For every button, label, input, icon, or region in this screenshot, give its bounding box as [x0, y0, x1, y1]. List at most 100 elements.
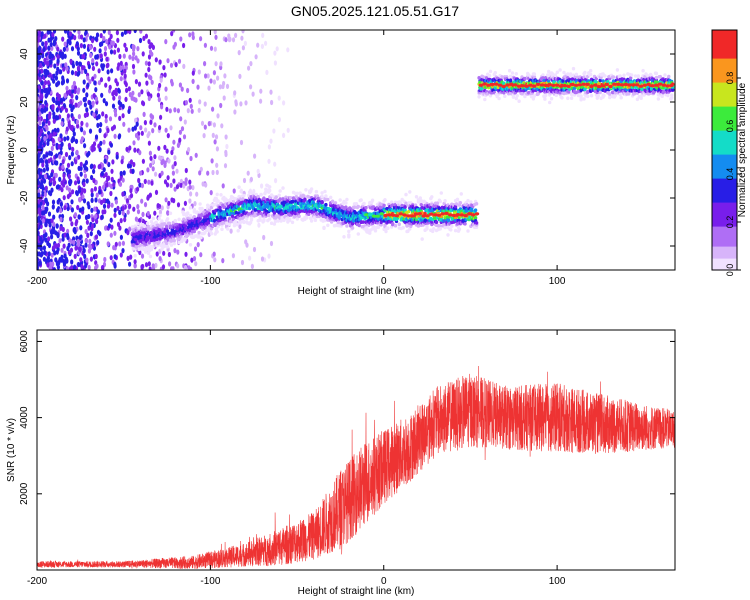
noise-cell [270, 99, 274, 106]
noise-cell [163, 144, 167, 150]
signal-cell [214, 227, 218, 231]
signal-cell [260, 207, 264, 212]
noise-cell [44, 87, 49, 93]
noise-cell [93, 206, 97, 212]
noise-cell [171, 164, 175, 170]
signal-cell [264, 187, 268, 192]
signal-cell [407, 209, 411, 214]
noise-cell [274, 178, 278, 184]
noise-cell [219, 61, 223, 67]
noise-cell [94, 253, 98, 260]
signal-cell [493, 70, 497, 75]
noise-cell [134, 132, 139, 139]
noise-cell [275, 46, 279, 52]
noise-cell [125, 87, 129, 93]
signal-cell [561, 79, 565, 83]
noise-cell [95, 61, 99, 67]
noise-cell [39, 236, 43, 242]
noise-cell [213, 46, 217, 52]
noise-cell [102, 35, 106, 42]
signal-cell [273, 219, 278, 224]
noise-cell [179, 116, 183, 122]
noise-cell [119, 65, 123, 72]
noise-cell [110, 68, 114, 74]
noise-cell [52, 97, 56, 104]
noise-cell [143, 178, 147, 185]
signal-cell [618, 92, 622, 97]
noise-cell [111, 40, 115, 46]
noise-cell [75, 190, 79, 196]
noise-cell [224, 37, 228, 43]
noise-cell [108, 44, 112, 50]
noise-cell [153, 154, 157, 160]
noise-cell [136, 204, 140, 210]
noise-cell [158, 59, 162, 65]
noise-cell [90, 163, 94, 169]
noise-cell [59, 133, 63, 139]
signal-cell [160, 219, 164, 223]
noise-cell [58, 154, 62, 160]
noise-cell [277, 95, 281, 101]
noise-cell [151, 166, 155, 172]
signal-cell [615, 68, 620, 72]
noise-cell [50, 187, 54, 193]
noise-cell [172, 139, 176, 145]
noise-cell [219, 102, 223, 109]
signal-cell [473, 208, 478, 212]
noise-cell [128, 145, 132, 151]
noise-cell [134, 79, 138, 85]
noise-cell [209, 78, 213, 84]
noise-cell [126, 230, 130, 236]
noise-cell [112, 95, 116, 101]
noise-cell [191, 185, 195, 191]
noise-cell [176, 249, 180, 255]
noise-cell [90, 223, 95, 229]
noise-cell [82, 198, 87, 204]
signal-cell [558, 90, 562, 95]
noise-cell [56, 264, 61, 270]
signal-cell [532, 94, 537, 98]
signal-cell [541, 73, 545, 77]
noise-cell [164, 86, 168, 92]
signal-cell [311, 200, 316, 205]
signal-cell [231, 199, 236, 204]
noise-cell [65, 85, 69, 91]
noise-cell [72, 131, 76, 137]
signal-cell [266, 198, 270, 202]
noise-cell [37, 251, 40, 257]
signal-cell [421, 223, 425, 227]
signal-cell [596, 93, 600, 98]
signal-cell [247, 206, 252, 211]
noise-cell [119, 234, 123, 240]
signal-cell [447, 218, 451, 223]
noise-cell [61, 236, 65, 242]
signal-cell [454, 202, 459, 206]
noise-cell [37, 179, 40, 185]
noise-cell [210, 158, 214, 164]
signal-cell [435, 201, 440, 205]
noise-cell [215, 169, 219, 175]
noise-cell [82, 130, 86, 136]
noise-cell [77, 214, 81, 220]
signal-cell [459, 192, 463, 196]
noise-cell [262, 234, 266, 241]
noise-cell [149, 75, 153, 81]
noise-cell [146, 210, 150, 217]
noise-cell [71, 136, 75, 142]
signal-cell [383, 198, 387, 202]
signal-cell [456, 210, 461, 214]
noise-cell [199, 36, 203, 42]
signal-cell [324, 194, 328, 198]
signal-cell [276, 219, 280, 223]
noise-cell [101, 265, 105, 270]
noise-cell [117, 88, 121, 94]
noise-cell [249, 61, 253, 67]
noise-cell [42, 256, 47, 262]
noise-cell [196, 84, 200, 90]
noise-cell [128, 30, 132, 35]
signal-cell [184, 223, 188, 228]
noise-cell [43, 33, 47, 39]
signal-cell [420, 237, 424, 241]
noise-cell [252, 246, 257, 253]
signal-cell [386, 226, 390, 230]
